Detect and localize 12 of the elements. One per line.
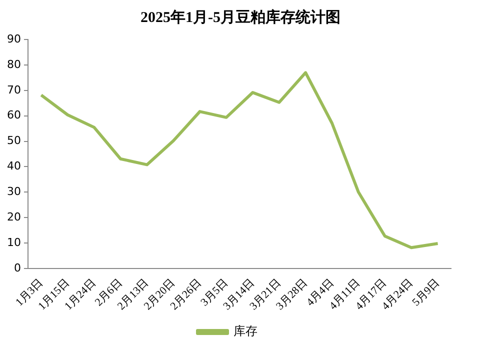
- y-tick-label: 30: [6, 185, 21, 198]
- chart-title: 2025年1月-5月豆粕库存统计图: [140, 8, 342, 28]
- y-tick-label: 10: [6, 236, 21, 249]
- y-tick-label: 50: [6, 134, 21, 148]
- legend-label: 库存: [234, 324, 258, 338]
- y-tick-label: 40: [6, 160, 21, 173]
- y-tick-label: 20: [6, 210, 21, 224]
- y-tick-label: 70: [6, 83, 21, 96]
- y-tick-label: 0: [14, 261, 21, 274]
- y-tick-label: 90: [6, 32, 21, 46]
- y-tick-label: 80: [6, 58, 21, 71]
- y-tick-label: 60: [6, 108, 21, 122]
